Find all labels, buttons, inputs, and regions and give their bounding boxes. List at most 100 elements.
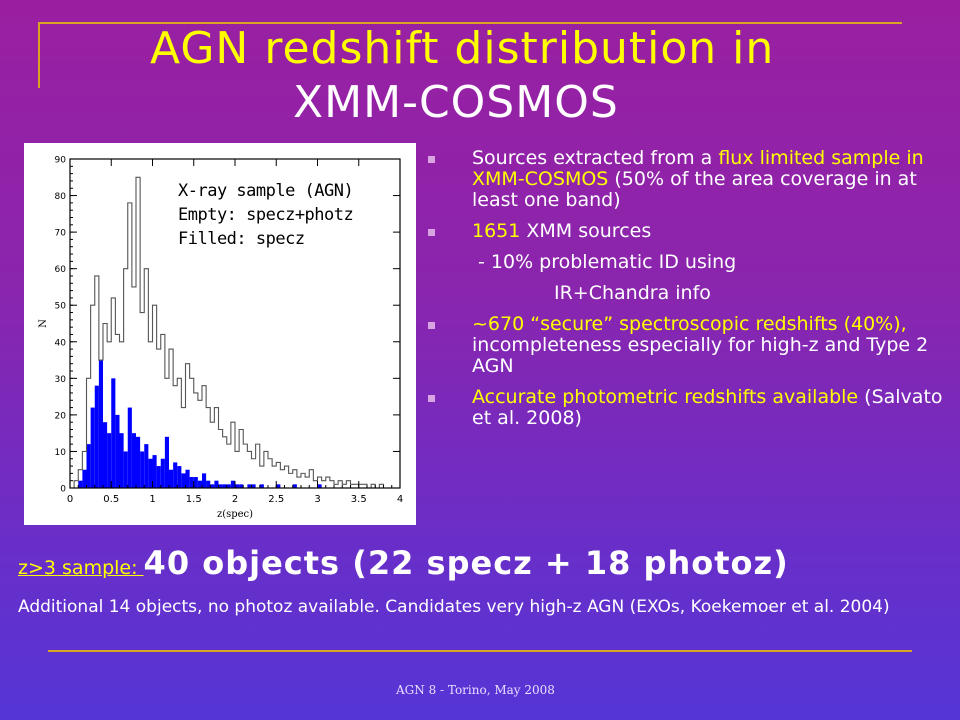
specz-bar — [177, 466, 182, 488]
bullet-1-highlight: flux limited sample in XMM-COSMOS — [472, 147, 924, 190]
bullet-1-text: Sources extracted from a — [472, 147, 719, 169]
specz-bar — [247, 484, 252, 488]
specz-bar — [259, 484, 264, 488]
y-tick-label: 70 — [55, 229, 67, 239]
z-sample-label: z>3 sample: — [18, 557, 144, 579]
specz-bar — [317, 484, 322, 488]
specz-bar — [98, 360, 103, 488]
specz-bar — [193, 477, 198, 488]
specz-bar — [107, 433, 112, 488]
legend-line-3: Filled: specz — [178, 229, 305, 249]
specz-bar — [202, 473, 207, 488]
bullet-spectroscopic: ~670 “secure” spectroscopic redshifts (4… — [428, 314, 948, 377]
bullet-4-highlight: Accurate photometric redshifts available — [472, 386, 859, 408]
specz-bar — [103, 422, 108, 488]
specz-bar — [94, 385, 99, 488]
specz-bar — [185, 469, 190, 488]
specz-bar — [140, 451, 145, 488]
bullet-4-text: (Salvato et al. 2008) — [472, 386, 943, 429]
specz-bar — [78, 480, 83, 488]
x-tick-label: 3 — [314, 494, 320, 505]
specz-photz-outline — [70, 176, 400, 489]
legend-line-2: Empty: specz+photz — [178, 205, 354, 225]
bullet-1-rest: (50% of the area coverage in at least on… — [472, 168, 917, 211]
specz-bar — [82, 469, 87, 488]
specz-bar — [144, 444, 149, 488]
specz-bar — [276, 484, 281, 488]
y-tick-label: 60 — [55, 265, 67, 275]
specz-bar — [164, 436, 169, 488]
specz-bar — [210, 484, 215, 488]
title-left-rule — [38, 22, 40, 88]
x-tick-label: 4 — [397, 494, 403, 505]
bullet-square-icon — [428, 229, 435, 236]
bullet-square-icon — [428, 156, 435, 163]
y-tick-label: 0 — [60, 485, 66, 495]
specz-bar — [90, 407, 95, 488]
specz-bar — [218, 484, 223, 488]
y-tick-label: 90 — [55, 156, 67, 166]
sub-point-1: - 10% problematic ID using — [478, 251, 737, 273]
bullet-2-text: XMM sources — [520, 220, 652, 242]
x-axis-label: z(spec) — [217, 509, 253, 520]
z-sample-count: 40 objects (22 specz + 18 photoz) — [143, 544, 789, 582]
specz-bar — [292, 484, 297, 488]
redshift-histogram-figure: 0 0.5 1 1.5 2 2.5 3 3.5 4 0 10 20 30 40 50 60 70 80 90 z(sp… — [24, 143, 416, 525]
y-tick-label: 40 — [55, 338, 67, 348]
specz-bar — [230, 480, 235, 488]
specz-bar — [127, 407, 132, 488]
specz-bar — [181, 473, 186, 488]
y-tick-label: 50 — [55, 302, 67, 312]
specz-bar — [131, 433, 136, 488]
additional-objects-text: Additional 14 objects, no photoz availab… — [18, 597, 890, 617]
bullet-photometric: Accurate photometric redshifts available… — [428, 387, 948, 429]
specz-bar — [214, 480, 219, 488]
bullet-flux-limited: Sources extracted from a flux limited sa… — [428, 148, 948, 211]
specz-bar — [206, 480, 211, 488]
specz-bar — [226, 484, 231, 488]
bullet-2-highlight: 1651 — [472, 220, 521, 242]
legend-line-1: X-ray sample (AGN) — [178, 181, 354, 201]
x-tick-label: 0.5 — [103, 494, 119, 505]
specz-bar — [123, 451, 128, 488]
bullet-3-text: incompleteness especially for high-z and… — [472, 334, 929, 377]
specz-bar — [86, 444, 91, 488]
bullet-square-icon — [428, 322, 435, 329]
specz-bar — [239, 484, 244, 488]
footer-text: AGN 8 - Torino, May 2008 — [396, 683, 555, 697]
sub-point-2: IR+Chandra info — [554, 282, 711, 304]
specz-bar — [169, 469, 174, 488]
title-line-2: XMM-COSMOS — [293, 77, 619, 128]
specz-bar — [222, 484, 227, 488]
specz-bar — [156, 466, 161, 488]
specz-bar — [235, 484, 240, 488]
bullet-list: Sources extracted from a flux limited sa… — [428, 148, 948, 439]
y-tick-label: 80 — [55, 192, 67, 202]
specz-bar — [251, 484, 256, 488]
y-tick-label: 30 — [55, 375, 67, 385]
specz-bar — [136, 436, 141, 488]
specz-bar — [152, 455, 157, 488]
specz-bar — [111, 378, 116, 488]
slide-title: AGN redshift distribution in XMM-COSMOS — [60, 22, 930, 130]
y-axis-label: N — [38, 319, 49, 328]
specz-bar — [197, 480, 202, 488]
specz-bar — [148, 458, 153, 488]
bottom-rule — [48, 650, 912, 652]
specz-bar — [160, 458, 165, 488]
z-sample-line: z>3 sample: 40 objects (22 specz + 18 ph… — [18, 544, 789, 582]
specz-bar — [173, 462, 178, 488]
specz-bar — [189, 477, 194, 488]
title-top-rule — [40, 22, 902, 24]
x-tick-label: 1.5 — [186, 494, 202, 505]
specz-bar — [115, 414, 120, 488]
y-tick-label: 10 — [55, 448, 67, 458]
x-tick-label: 1 — [149, 494, 155, 505]
x-tick-label: 2 — [232, 494, 238, 505]
x-tick-label: 0 — [67, 494, 73, 505]
bullet-3-highlight: ~670 “secure” spectroscopic redshifts (4… — [472, 313, 907, 335]
x-tick-label: 2.5 — [268, 494, 284, 505]
y-tick-label: 20 — [55, 411, 67, 421]
specz-bar — [119, 433, 124, 488]
title-line-1: AGN redshift distribution in — [150, 23, 775, 74]
